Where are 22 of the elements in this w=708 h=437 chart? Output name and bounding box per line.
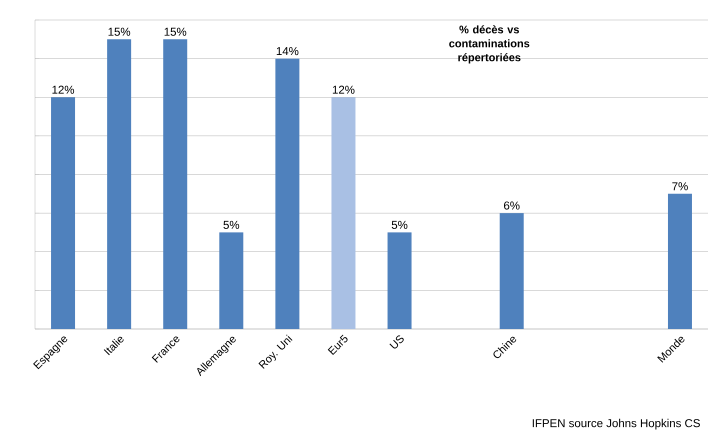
data-label: 15%	[108, 28, 130, 36]
data-label: 6%	[504, 201, 520, 210]
bar	[388, 232, 412, 329]
text: % décès vs contaminations répertoriées	[449, 25, 530, 64]
bar	[500, 213, 524, 329]
bar	[219, 232, 244, 329]
data-label: 12%	[332, 86, 355, 94]
bar	[331, 97, 356, 329]
data-label: 7%	[672, 182, 688, 190]
bar	[668, 194, 692, 329]
text: IFPEN source Johns Hopkins CS	[532, 418, 700, 430]
x-tick-label: US	[389, 335, 404, 349]
data-label: 15%	[164, 28, 186, 36]
bar	[51, 97, 76, 329]
data-label: 12%	[52, 86, 74, 94]
bar	[107, 39, 132, 329]
data-label: 14%	[276, 47, 298, 56]
data-label: 5%	[392, 220, 408, 229]
bar	[163, 39, 188, 329]
bar	[275, 58, 300, 329]
data-label: 5%	[223, 220, 240, 229]
x-tick-label: Roy. Uni	[258, 334, 292, 369]
